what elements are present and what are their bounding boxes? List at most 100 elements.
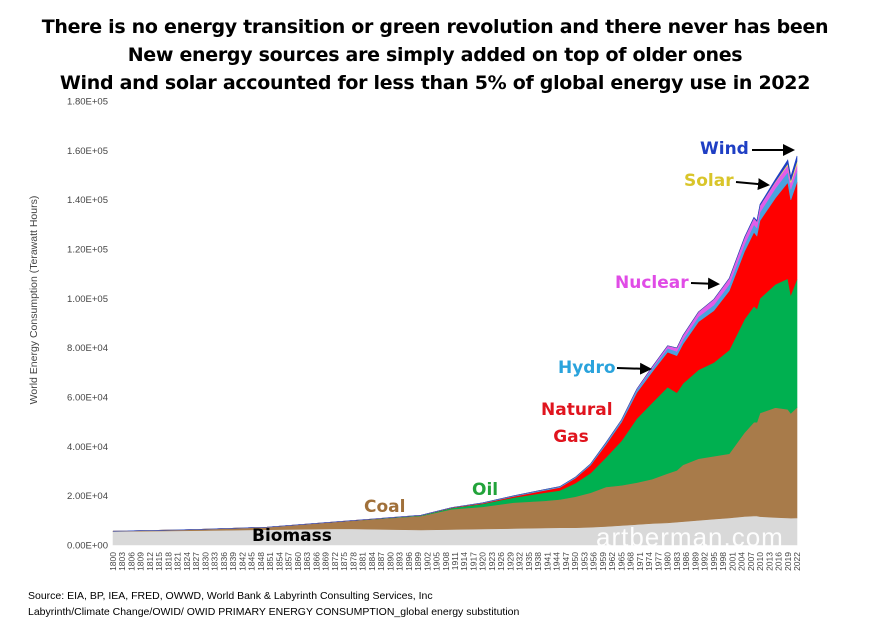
x-tick-label: 1845 <box>247 552 257 571</box>
x-tick-label: 1827 <box>191 552 201 571</box>
x-tick-label: 2004 <box>737 552 747 571</box>
x-tick-label: 1986 <box>681 552 691 571</box>
annotation-hydro: Hydro <box>558 358 616 378</box>
x-tick-label: 1818 <box>163 552 173 571</box>
x-tick-label: 1947 <box>561 552 571 571</box>
x-tick-label: 2013 <box>764 552 774 571</box>
x-tick-label: 1875 <box>339 552 349 571</box>
annotation-coal: Coal <box>364 497 406 517</box>
x-tick-label: 1959 <box>598 552 608 571</box>
x-tick-label: 1896 <box>404 552 414 571</box>
x-tick-label: 1869 <box>321 552 331 571</box>
area-wind <box>112 155 798 532</box>
x-tick-label: 1824 <box>182 552 192 571</box>
x-tick-label: 1878 <box>348 552 358 571</box>
x-tick-label: 1929 <box>505 552 515 571</box>
x-tick-label: 1941 <box>542 552 552 571</box>
x-tick-label: 1938 <box>533 552 543 571</box>
annotation-natural-gas: Natural Gas <box>541 400 613 447</box>
x-tick-label: 1860 <box>293 552 303 571</box>
x-tick-label: 1881 <box>358 552 368 571</box>
y-tick-label: 1.20E+05 <box>67 245 108 256</box>
x-tick-label: 1857 <box>284 552 294 571</box>
x-tick-label: 1851 <box>265 552 275 571</box>
x-tick-label: 1848 <box>256 552 266 571</box>
x-tick-label: 1977 <box>653 552 663 571</box>
y-axis-label: World Energy Consumption (Terawatt Hours… <box>28 195 40 405</box>
annotation-biomass: Biomass <box>252 526 332 546</box>
y-tick-label: 1.60E+05 <box>67 146 108 157</box>
x-tick-label: 1968 <box>626 552 636 571</box>
x-tick-label: 1926 <box>496 552 506 571</box>
watermark: artberman.com <box>596 522 784 552</box>
y-tick-label: 2.00E+04 <box>67 491 108 502</box>
annotation-wind: Wind <box>700 139 749 159</box>
x-tick-label: 1902 <box>422 552 432 571</box>
x-tick-label: 1821 <box>173 552 183 571</box>
chart-title-line-3: Wind and solar accounted for less than 5… <box>59 72 811 94</box>
x-tick-label: 1815 <box>154 552 164 571</box>
x-tick-label: 1893 <box>395 552 405 571</box>
chart-title-line-2: New energy sources are simply added on t… <box>127 44 743 66</box>
source-line-1: Source: EIA, BP, IEA, FRED, OWWD, World … <box>28 590 433 602</box>
y-tick-label: 0.00E+00 <box>67 541 108 552</box>
x-tick-label: 1884 <box>367 552 377 571</box>
x-tick-label: 1974 <box>644 552 654 571</box>
x-tick-label: 1872 <box>330 552 340 571</box>
x-tick-label: 1917 <box>468 552 478 571</box>
y-tick-label: 1.80E+05 <box>67 97 108 108</box>
x-tick-label: 1809 <box>136 552 146 571</box>
annotation-arrow <box>616 362 652 375</box>
x-tick-label: 1812 <box>145 552 155 571</box>
x-tick-label: 1983 <box>672 552 682 571</box>
x-tick-label: 1971 <box>635 552 645 571</box>
annotation-arrow <box>690 277 720 290</box>
annotation-arrow <box>735 178 770 191</box>
x-tick-label: 2001 <box>727 552 737 571</box>
x-tick-label: 1899 <box>413 552 423 571</box>
annotation-solar: Solar <box>684 171 734 191</box>
x-tick-label: 2019 <box>783 552 793 571</box>
y-tick-label: 6.00E+04 <box>67 393 108 404</box>
x-tick-label: 1920 <box>478 552 488 571</box>
x-tick-label: 1800 <box>108 552 118 571</box>
x-tick-label: 1887 <box>376 552 386 571</box>
x-tick-label: 1866 <box>311 552 321 571</box>
x-tick-label: 1950 <box>570 552 580 571</box>
x-tick-label: 1989 <box>690 552 700 571</box>
x-tick-label: 1842 <box>237 552 247 571</box>
x-tick-label: 1998 <box>718 552 728 571</box>
source-line-2: Labyrinth/Climate Change/OWID/ OWID PRIM… <box>28 606 520 618</box>
x-tick-label: 1908 <box>441 552 451 571</box>
x-tick-label: 1923 <box>487 552 497 571</box>
x-tick-label: 1833 <box>210 552 220 571</box>
x-tick-label: 1890 <box>385 552 395 571</box>
x-tick-label: 2010 <box>755 552 765 571</box>
x-tick-label: 2016 <box>774 552 784 571</box>
chart-title-line-1: There is no energy transition or green r… <box>41 16 829 38</box>
x-tick-label: 2022 <box>792 552 802 571</box>
x-tick-label: 1854 <box>274 552 284 571</box>
x-tick-label: 1836 <box>219 552 229 571</box>
x-tick-label: 1992 <box>700 552 710 571</box>
x-tick-label: 1803 <box>117 552 127 571</box>
annotation-oil: Oil <box>472 480 499 500</box>
x-tick-label: 1914 <box>459 552 469 571</box>
x-tick-label: 1863 <box>302 552 312 571</box>
x-tick-label: 1935 <box>524 552 534 571</box>
y-tick-label: 8.00E+04 <box>67 343 108 354</box>
y-tick-label: 1.00E+05 <box>67 294 108 305</box>
y-tick-label: 1.40E+05 <box>67 195 108 206</box>
y-tick-label: 4.00E+04 <box>67 442 108 453</box>
x-tick-label: 1830 <box>200 552 210 571</box>
x-tick-label: 1953 <box>579 552 589 571</box>
x-tick-label: 1839 <box>228 552 238 571</box>
x-tick-label: 1965 <box>616 552 626 571</box>
annotation-nuclear: Nuclear <box>615 273 689 293</box>
x-tick-label: 1995 <box>709 552 719 571</box>
x-tick-label: 1806 <box>126 552 136 571</box>
x-tick-label: 1905 <box>432 552 442 571</box>
x-tick-label: 1956 <box>589 552 599 571</box>
x-tick-label: 1944 <box>552 552 562 571</box>
